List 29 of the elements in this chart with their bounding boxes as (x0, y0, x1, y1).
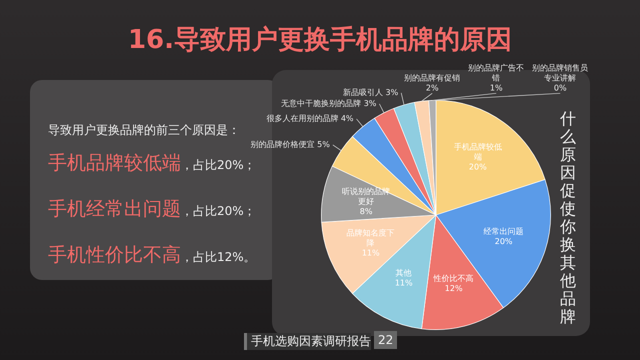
text: 导致用户更换品牌的前三个原因是： (48, 122, 240, 139)
text: 22 (374, 331, 398, 349)
data-label: 20% (468, 162, 488, 172)
slice-label: 品牌知名度下降 (346, 228, 395, 248)
text: 手机品牌较低端，占比20%； (48, 152, 256, 174)
slice-label: 新品吸引人 3% (342, 88, 399, 97)
data-label: 1% (490, 83, 503, 92)
data-label: 2% (426, 83, 439, 92)
slice-label: 手机品牌较低端 (454, 142, 502, 162)
category-label: 别的品牌销售员专业讲解 (532, 63, 588, 82)
data-label: 11% (394, 278, 414, 288)
slice-label: 别的品牌有促销 (404, 73, 460, 82)
chart-title: 16.导致用户更换手机品牌的原因 (126, 24, 514, 57)
slice-label: 别的品牌广告不错 (468, 63, 524, 82)
text: 什么原因促使你换其他品牌 (560, 109, 576, 326)
data-label: 8% (360, 206, 373, 216)
text: 手机选购因素调研报告 (244, 333, 371, 350)
slice-label: 别的品牌价格便宜 5% (250, 140, 330, 149)
slice-label: 很多人在用别的品牌 4% (266, 114, 354, 123)
slice-label: 经常出问题 (484, 227, 524, 236)
slice-label: 性价比不高 (432, 274, 474, 283)
data-label: 12% (444, 284, 463, 293)
slice-label: 无意中干脆换别的品牌 3% (281, 98, 377, 108)
text: 手机性价比不高，占比12%。 (48, 244, 256, 266)
data-label: 11% (362, 248, 380, 258)
data-label: 20% (494, 237, 513, 246)
text: 0% (554, 83, 567, 92)
slice-label: 其他 (396, 268, 412, 278)
text: 手机经常出问题，占比20%； (48, 198, 256, 220)
